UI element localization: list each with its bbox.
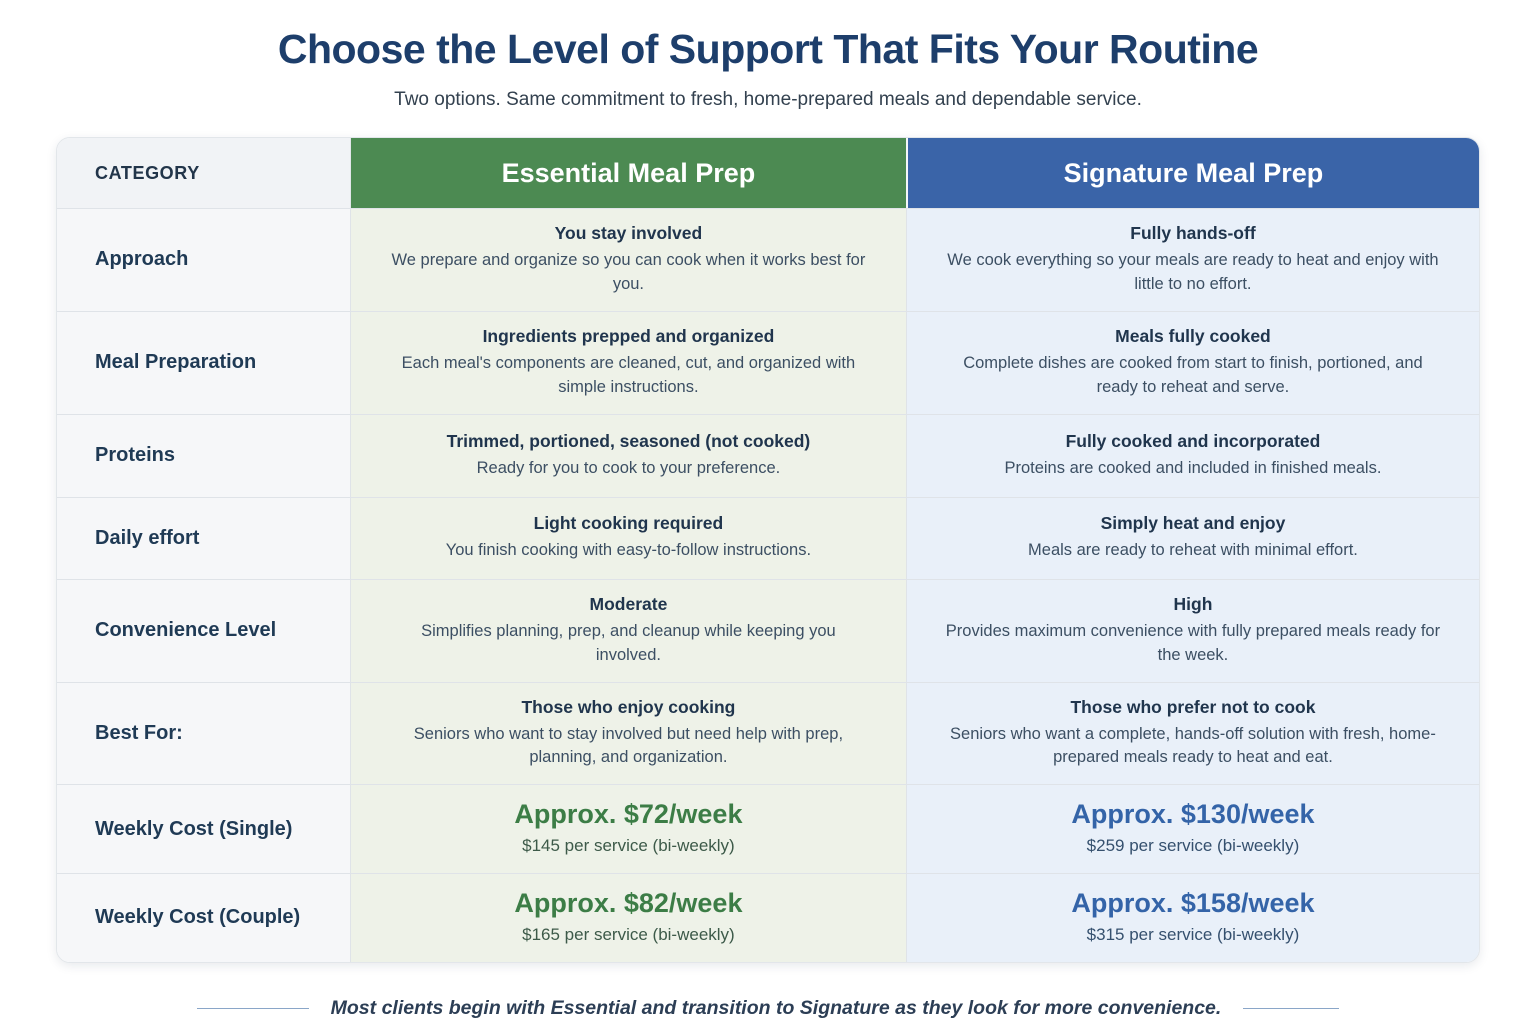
cell-title: Those who enjoy cooking bbox=[521, 696, 736, 717]
page-subtitle: Two options. Same commitment to fresh, h… bbox=[394, 89, 1142, 110]
cell-title: You stay involved bbox=[554, 223, 703, 243]
cell-title: Fully cooked and incorporated bbox=[1065, 430, 1321, 451]
table-row-meal-preparation: Meal Preparation Ingredients prepped and… bbox=[57, 310, 1479, 414]
cell-description: Meals are ready to reheat with minimal e… bbox=[1028, 541, 1358, 560]
essential-cell: Moderate Simplifies planning, prep, and … bbox=[349, 579, 906, 682]
cell-title: Moderate bbox=[589, 593, 668, 614]
signature-price: Approx. $158/week bbox=[1071, 888, 1315, 919]
cell-description: Provides maximum convenience with fully … bbox=[945, 621, 1441, 664]
comparison-table: CATEGORY Essential Meal Prep Signature M… bbox=[56, 137, 1480, 963]
cell-description: We prepare and organize so you can cook … bbox=[391, 251, 866, 293]
essential-price: Approx. $82/week bbox=[514, 888, 743, 919]
footer-note-text: Most clients begin with Essential and tr… bbox=[330, 996, 1222, 1019]
cell-description: Ready for you to cook to your preference… bbox=[476, 458, 781, 477]
table-row-best-for: Best For: Those who enjoy cooking Senior… bbox=[57, 681, 1479, 785]
signature-price: Approx. $130/week bbox=[1071, 799, 1315, 830]
category-column-header: CATEGORY bbox=[57, 138, 350, 208]
cell-title: Simply heat and enjoy bbox=[1100, 513, 1286, 534]
essential-column-header: Essential Meal Prep bbox=[349, 138, 906, 208]
row-label: Best For: bbox=[57, 682, 350, 785]
row-label: Convenience Level bbox=[57, 579, 350, 682]
row-label: Daily effort bbox=[57, 497, 350, 579]
cell-description: Seniors who want a complete, hands-off s… bbox=[950, 724, 1436, 767]
cell-title: High bbox=[1173, 593, 1213, 614]
essential-price-detail: $165 per service (bi-weekly) bbox=[522, 925, 735, 945]
signature-cell: Fully cooked and incorporated Proteins a… bbox=[905, 414, 1479, 497]
cell-title: Trimmed, portioned, seasoned (not cooked… bbox=[446, 430, 811, 451]
cell-title: Ingredients prepped and organized bbox=[482, 325, 775, 346]
essential-cell: Ingredients prepped and organized Each m… bbox=[349, 311, 906, 414]
signature-cell: Meals fully cooked Complete dishes are c… bbox=[905, 311, 1479, 414]
table-row-daily-effort: Daily effort Light cooking required You … bbox=[57, 496, 1479, 579]
essential-price: Approx. $72/week bbox=[514, 799, 743, 830]
cell-description: Simplifies planning, prep, and cleanup w… bbox=[421, 621, 836, 664]
table-row-weekly-cost-single: Weekly Cost (Single) Approx. $72/week $1… bbox=[57, 784, 1479, 874]
signature-cell: Approx. $158/week $315 per service (bi-w… bbox=[905, 874, 1479, 962]
cell-description: You finish cooking with easy-to-follow i… bbox=[445, 541, 812, 560]
cell-description: Each meal's components are cleaned, cut,… bbox=[401, 353, 856, 396]
essential-cell: Trimmed, portioned, seasoned (not cooked… bbox=[349, 414, 906, 497]
signature-price-detail: $315 per service (bi-weekly) bbox=[1086, 925, 1300, 945]
essential-cell: You stay involved We prepare and organiz… bbox=[349, 209, 906, 311]
essential-cell: Light cooking required You finish cookin… bbox=[349, 497, 906, 579]
signature-cell: Approx. $130/week $259 per service (bi-w… bbox=[905, 785, 1479, 874]
table-row-proteins: Proteins Trimmed, portioned, seasoned (n… bbox=[57, 413, 1479, 497]
signature-cell: Simply heat and enjoy Meals are ready to… bbox=[905, 497, 1479, 579]
cell-description: Seniors who want to stay involved but ne… bbox=[413, 724, 844, 767]
essential-cell: Approx. $82/week $165 per service (bi-we… bbox=[349, 874, 906, 962]
cell-title: Those who prefer not to cook bbox=[1070, 696, 1316, 717]
table-row-convenience-level: Convenience Level Moderate Simplifies pl… bbox=[57, 578, 1479, 682]
page-title: Choose the Level of Support That Fits Yo… bbox=[277, 26, 1259, 72]
cell-title: Meals fully cooked bbox=[1115, 325, 1271, 346]
signature-cell: Fully hands-off We cook everything so yo… bbox=[905, 209, 1479, 311]
cell-title: Fully hands-off bbox=[1130, 223, 1256, 243]
signature-cell: High Provides maximum convenience with f… bbox=[905, 579, 1479, 682]
signature-price-detail: $259 per service (bi-weekly) bbox=[1086, 836, 1300, 856]
cell-title: Light cooking required bbox=[533, 513, 724, 534]
divider-line-right bbox=[1243, 1007, 1340, 1009]
essential-cell: Approx. $72/week $145 per service (bi-we… bbox=[349, 785, 906, 874]
cell-description: Proteins are cooked and included in fini… bbox=[1004, 458, 1382, 477]
row-label: Meal Preparation bbox=[57, 311, 350, 414]
divider-line-left bbox=[196, 1007, 309, 1009]
signature-cell: Those who prefer not to cook Seniors who… bbox=[905, 682, 1479, 785]
cell-description: Complete dishes are cooked from start to… bbox=[963, 353, 1423, 396]
essential-price-detail: $145 per service (bi-weekly) bbox=[522, 836, 735, 856]
table-row-weekly-cost-couple: Weekly Cost (Couple) Approx. $82/week $1… bbox=[57, 873, 1479, 962]
cell-description: We cook everything so your meals are rea… bbox=[947, 251, 1439, 293]
essential-cell: Those who enjoy cooking Seniors who want… bbox=[349, 682, 906, 785]
table-row-approach: Approach You stay involved We prepare an… bbox=[57, 208, 1479, 311]
footer-note: Most clients begin with Essential and tr… bbox=[0, 997, 1536, 1020]
row-label: Weekly Cost (Couple) bbox=[57, 874, 350, 962]
row-label: Weekly Cost (Single) bbox=[57, 785, 350, 874]
table-header-row: CATEGORY Essential Meal Prep Signature M… bbox=[57, 138, 1479, 208]
row-label: Proteins bbox=[57, 414, 350, 497]
row-label: Approach bbox=[57, 209, 350, 311]
signature-column-header: Signature Meal Prep bbox=[905, 138, 1479, 208]
